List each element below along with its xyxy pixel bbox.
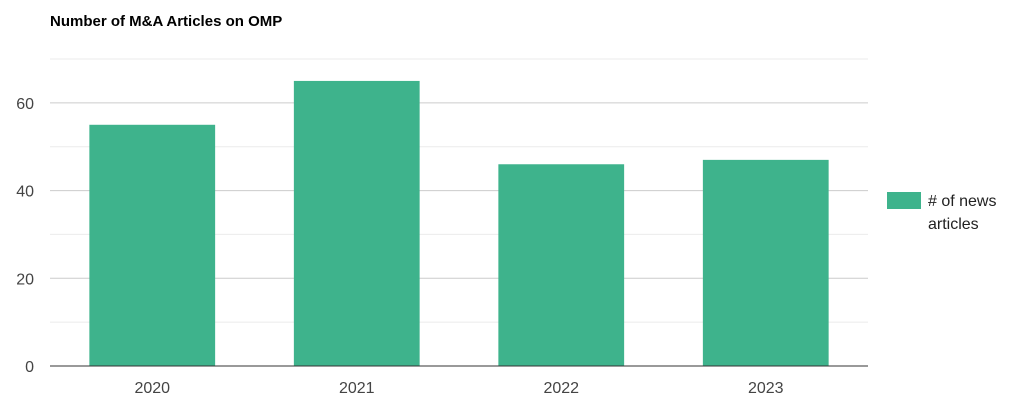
y-tick-label: 0 xyxy=(25,359,34,376)
x-axis-ticks: 2020 2021 2022 2023 xyxy=(134,380,783,397)
x-tick-label: 2021 xyxy=(339,380,375,397)
bars xyxy=(89,80,829,367)
x-tick-label: 2022 xyxy=(543,380,579,397)
bar-2020[interactable] xyxy=(89,124,216,367)
legend-label: # of news articles xyxy=(928,193,996,233)
y-axis-ticks: 0 20 40 60 xyxy=(16,96,34,376)
bar-2023[interactable] xyxy=(702,159,829,366)
y-tick-label: 60 xyxy=(16,96,34,113)
bar-2021[interactable] xyxy=(293,80,420,366)
chart-title: Number of M&A Articles on OMP xyxy=(50,13,282,30)
y-tick-label: 40 xyxy=(16,184,34,201)
x-tick-label: 2023 xyxy=(748,380,784,397)
legend: # of news articles xyxy=(887,192,996,233)
bar-2022[interactable] xyxy=(498,164,625,366)
legend-swatch xyxy=(887,192,921,209)
x-tick-label: 2020 xyxy=(134,380,170,397)
y-tick-label: 20 xyxy=(16,271,34,288)
